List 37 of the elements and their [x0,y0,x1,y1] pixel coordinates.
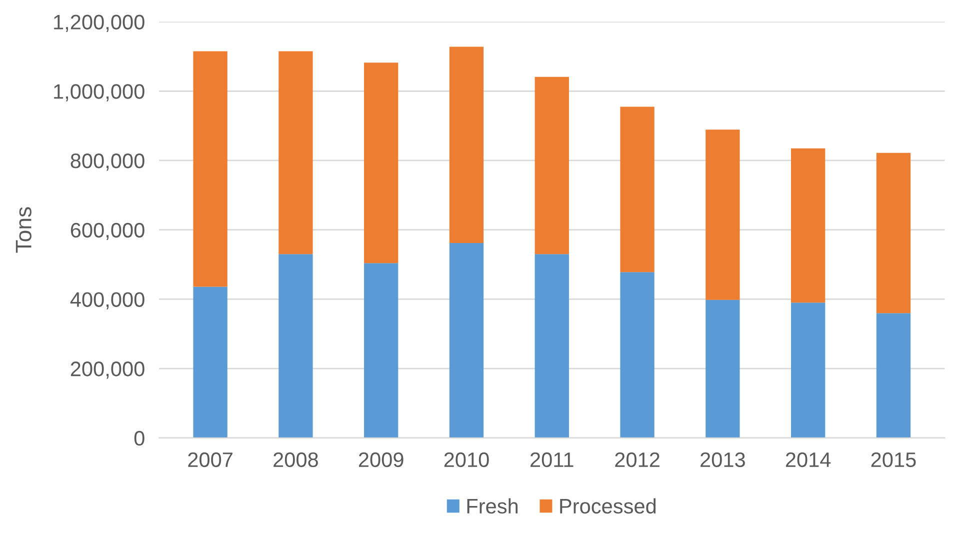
x-tick-label: 2008 [274,452,318,468]
bar [193,286,228,438]
x-tick-label: 2015 [871,452,916,468]
bar [620,106,654,272]
bar [876,152,911,314]
x-tick-label: 2011 [530,452,574,468]
x-tick-label: 2014 [786,452,831,468]
bar [534,254,569,438]
bar [364,263,398,438]
bar [791,148,826,303]
y-tick-label: 1,200,000 [54,14,144,32]
y-tick-label: 400,000 [70,292,144,310]
bar [449,46,484,244]
bar [278,254,313,438]
x-tick-label: 2010 [444,452,489,468]
bar [706,130,740,300]
bar [193,51,228,287]
legend-label: Processed [560,498,656,514]
bar [876,313,911,438]
y-tick-label: 800,000 [70,153,144,171]
y-tick-label: 200,000 [70,362,144,379]
y-tick-label: 0 [134,430,144,446]
bar [706,300,740,438]
x-tick-label: 2012 [615,452,660,468]
bar [791,302,826,438]
bar [364,62,398,264]
bar [449,243,484,438]
x-tick-label: 2009 [358,452,404,468]
legend-label: Fresh [467,498,518,514]
y-tick-label: 1,000,000 [54,84,144,102]
bar [278,51,313,254]
y-axis-title: Tons [16,207,32,253]
bar [534,76,569,254]
bar [620,272,654,438]
x-tick-label: 2013 [700,452,745,468]
x-tick-label: 2007 [188,452,232,468]
y-tick-label: 600,000 [70,222,144,240]
